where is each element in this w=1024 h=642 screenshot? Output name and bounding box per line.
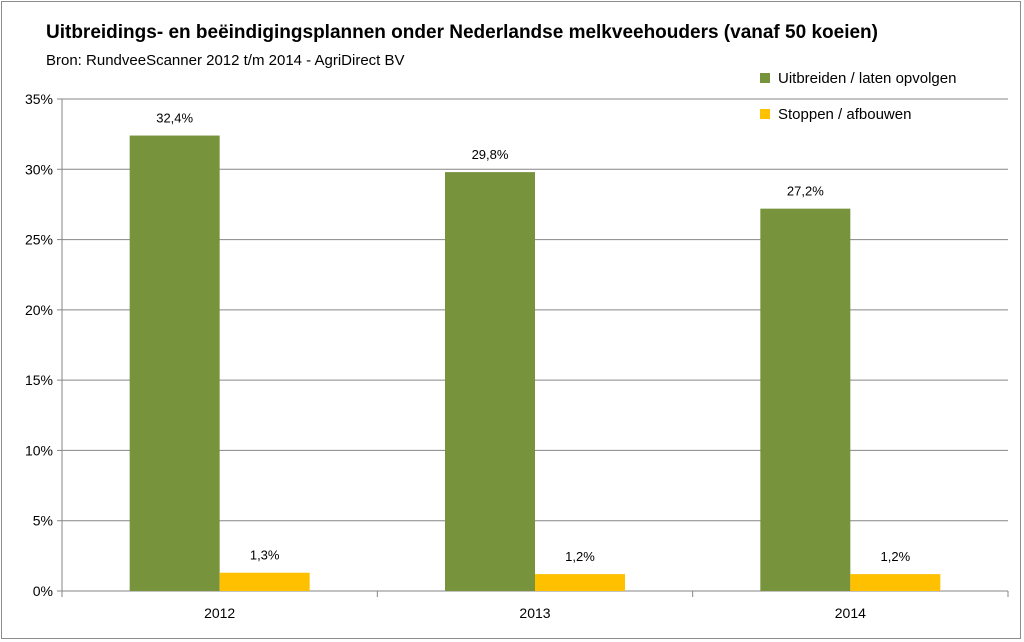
bar-1-2012 (219, 572, 310, 591)
chart-legend: Uitbreiden / laten opvolgen Stoppen / af… (760, 68, 956, 140)
chart-title: Uitbreidings- en beëindigingsplannen ond… (46, 22, 878, 43)
bar-0-2014 (760, 208, 851, 591)
y-tick-label-1: 5% (33, 513, 53, 529)
chart-subtitle: Bron: RundveeScanner 2012 t/m 2014 - Agr… (46, 52, 405, 69)
data-label-0-2012: 32,4% (156, 111, 193, 126)
data-label-1-2014: 1,2% (881, 549, 911, 564)
data-label-0-2014: 27,2% (787, 184, 824, 199)
legend-item-stoppen: Stoppen / afbouwen (760, 104, 956, 124)
legend-item-uitbreiden: Uitbreiden / laten opvolgen (760, 68, 956, 88)
legend-label-stoppen: Stoppen / afbouwen (778, 105, 912, 123)
data-label-0-2013: 29,8% (472, 147, 509, 162)
bar-0-2013 (445, 172, 535, 591)
data-label-1-2013: 1,2% (565, 549, 595, 564)
x-tick-label-2014: 2014 (835, 605, 866, 621)
bar-1-2013 (535, 574, 625, 591)
y-tick-label-2: 10% (25, 442, 53, 458)
bar-0-2012 (129, 135, 220, 591)
y-tick-label-7: 35% (25, 91, 53, 107)
legend-label-uitbreiden: Uitbreiden / laten opvolgen (778, 69, 957, 87)
legend-swatch-stoppen (760, 109, 770, 119)
x-tick-label-2012: 2012 (204, 605, 235, 621)
legend-swatch-uitbreiden (760, 73, 770, 83)
y-tick-label-5: 25% (25, 232, 53, 248)
y-tick-label-0: 0% (33, 583, 53, 599)
y-tick-label-6: 30% (25, 161, 53, 177)
data-label-1-2012: 1,3% (250, 548, 280, 563)
y-tick-label-4: 20% (25, 302, 53, 318)
x-tick-label-2013: 2013 (519, 605, 550, 621)
y-tick-label-3: 15% (25, 372, 53, 388)
bar-1-2014 (850, 574, 941, 591)
